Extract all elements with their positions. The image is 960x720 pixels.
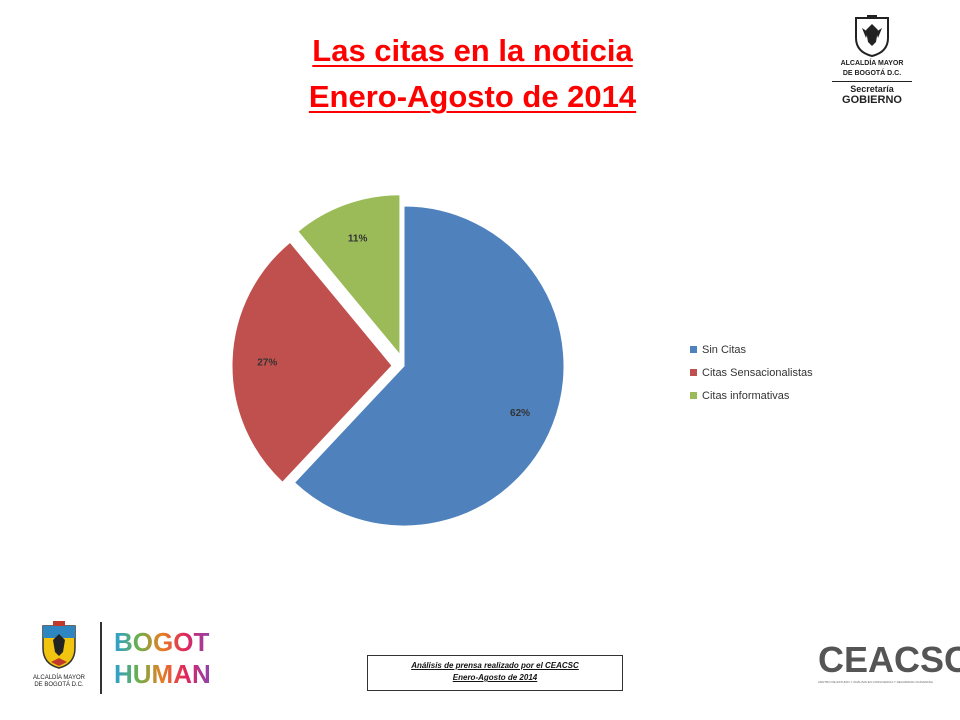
alcaldia-gobierno-logo: ALCALDÍA MAYOR DE BOGOTÁ D.C. Secretaría… [826,14,918,114]
legend-swatch [690,369,697,376]
ceacsc-logo: CEACSC CENTRO DE ESTUDIO Y ANÁLISIS EN C… [818,639,960,698]
legend-item: Citas informativas [690,384,813,407]
logo-line-3: Secretaría [850,84,894,94]
logo-divider [100,622,102,694]
legend-swatch [690,392,697,399]
pie-slice-citas-informativas [297,194,401,357]
coat-of-arms-color-icon [42,621,76,669]
legend-item: Citas Sensacionalistas [690,361,813,384]
bogota-humana-line-2: HUMANA [114,659,230,689]
page-title: Las citas en la noticia Enero-Agosto de … [190,28,755,120]
title-line-2: Enero-Agosto de 2014 [308,79,637,114]
legend-label: Citas informativas [702,389,790,402]
data-label-citas-informativas: 11% [348,233,368,244]
logo-line-1: ALCALDÍA MAYOR [840,60,904,67]
bogota-humana-line-1: BOGOTÁ [114,627,229,657]
logo-line-2: DE BOGOTÁ D.C. [842,70,902,77]
pie-slice-citas-sensacionalistas [231,241,393,483]
pie-slice-sin-citas [293,205,565,527]
logo-line-4: GOBIERNO [842,94,902,106]
ceacsc-wordmark: CEACSC [818,639,960,680]
data-label-citas-sensacionalistas: 27% [257,358,277,369]
analysis-note: Análisis de prensa realizado por el CEAC… [367,655,623,691]
ceacsc-subtitle: CENTRO DE ESTUDIO Y ANÁLISIS EN CONVIVEN… [818,680,933,684]
legend-item: Sin Citas [690,338,813,361]
analysis-note-line-2: Enero-Agosto de 2014 [452,673,538,682]
legend-label: Sin Citas [702,343,747,356]
alcaldia-logo-bottom: ALCALDÍA MAYOR DE BOGOTÁ D.C. [28,620,90,698]
analysis-note-line-1: Análisis de prensa realizado por el CEAC… [411,661,579,670]
coat-of-arms-icon [855,15,889,58]
legend-label: Citas Sensacionalistas [702,366,813,379]
chart-legend: Sin Citas Citas Sensacionalistas Citas inf… [690,338,813,407]
legend-swatch [690,346,697,353]
logo-caption-2: DE BOGOTÁ D.C. [34,682,84,688]
title-line-1: Las citas en la noticia [312,33,633,68]
logo-caption-1: ALCALDÍA MAYOR [33,675,85,681]
data-label-sin-citas: 62% [510,408,530,419]
bogota-humana-logo: BOGOTÁ HUMANA [114,626,230,694]
